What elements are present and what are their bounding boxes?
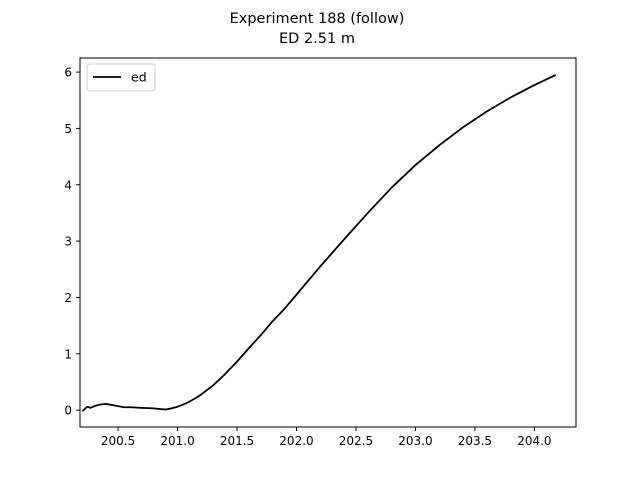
chart-title: Experiment 188 (follow) [230, 11, 405, 27]
x-tick-label: 201.0 [160, 434, 194, 448]
x-tick-label: 203.0 [398, 434, 432, 448]
chart-subtitle: ED 2.51 m [279, 31, 355, 47]
series-line-ed [81, 74, 557, 412]
y-tick-label: 2 [64, 291, 72, 305]
x-tick-label: 202.0 [279, 434, 313, 448]
y-tick-label: 6 [64, 66, 72, 80]
plot-area: 200.5 201.0 201.5 202.0 202.5 203.0 203.5 204.0… [64, 57, 577, 448]
y-tick-label: 1 [64, 347, 72, 361]
x-tick-label: 200.5 [101, 434, 135, 448]
y-tick-label: 0 [64, 404, 72, 418]
x-tick-label: 202.5 [339, 434, 373, 448]
x-tick-label: 204.0 [517, 434, 551, 448]
y-tick-label: 4 [64, 178, 72, 192]
x-tick-label: 203.5 [458, 434, 492, 448]
y-tick-label: 5 [64, 122, 72, 136]
y-tick-label: 3 [64, 235, 72, 249]
legend-label-ed: ed [131, 70, 147, 85]
legend: ed [86, 63, 156, 92]
x-tick-label: 201.5 [220, 434, 254, 448]
axes-frame [79, 57, 577, 428]
